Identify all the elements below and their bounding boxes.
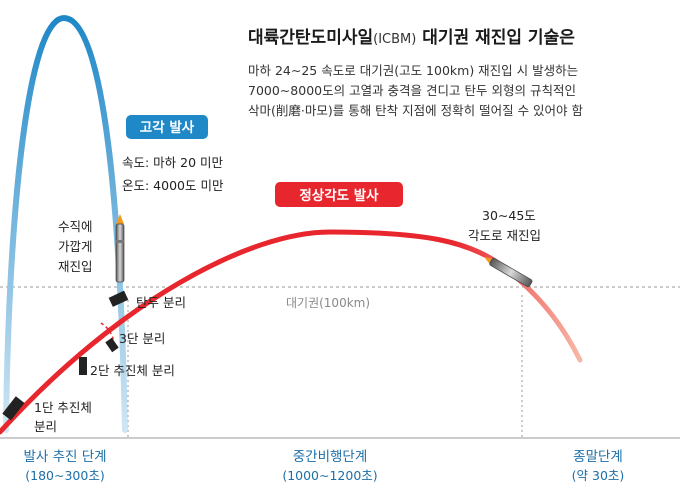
stage2-debris — [79, 357, 87, 375]
vertical-reentry-line-1: 수직에 — [58, 219, 93, 234]
description-line-3: 삭마(削磨·마모)를 통해 탄착 지점에 정확히 떨어질 수 있어야 함 — [248, 103, 584, 118]
reentry-angle-line-1: 30∼45도 — [482, 208, 536, 223]
phase-terminal-duration: (약 30초) — [572, 468, 625, 483]
phase-launch-duration: (180∼300초) — [25, 468, 104, 483]
normal-angle-label: 정상각도 발사 — [299, 187, 379, 204]
high-angle-speed: 속도: 마하 20 미만 — [122, 155, 224, 170]
stage-separation-arc — [100, 322, 115, 344]
high-angle-temp: 온도: 4000도 미만 — [122, 178, 224, 193]
warhead-sep-stage — [108, 290, 129, 307]
stage3-separation-label: 3단 분리 — [119, 331, 165, 346]
normal-angle-badge — [275, 182, 403, 207]
high-angle-label: 고각 발사 — [140, 119, 195, 136]
stage1-separation-line-2: 분리 — [34, 419, 57, 434]
stage3-debris — [105, 337, 119, 353]
description-line-2: 7000∼8000도의 고열과 충격을 견디고 탄두 외형의 규칙적인 — [248, 83, 576, 98]
stage2-separation-label: 2단 추진체 분리 — [90, 363, 175, 378]
vertical-reentry-line-3: 재진입 — [58, 259, 93, 274]
phase-midcourse-duration: (1000∼1200초) — [282, 468, 377, 483]
vertical-reentry-line-2: 가깝게 — [58, 239, 93, 254]
normal-angle-trajectory — [0, 229, 583, 435]
stage1-separation-line-1: 1단 추진체 — [34, 400, 92, 415]
phase-terminal-name: 종말단계 — [573, 449, 623, 465]
title: 대륙간탄도미사일(ICBM) 대기권 재진입 기술은 — [248, 28, 575, 48]
vertical-warhead — [115, 214, 125, 283]
reentry-angle-line-2: 각도로 재진입 — [468, 228, 541, 243]
angled-warhead — [484, 257, 533, 288]
stage1-debris — [2, 396, 25, 421]
high-angle-badge — [126, 115, 208, 139]
phase-launch-name: 발사 추진 단계 — [23, 449, 106, 465]
phase-midcourse-name: 중간비행단계 — [293, 449, 368, 465]
warhead-separation-label: 탄두 분리 — [136, 295, 186, 310]
description-line-1: 마하 24∼25 속도로 대기권(고도 100km) 재진입 시 발생하는 — [248, 63, 578, 78]
atmosphere-label: 대기권(100km) — [286, 296, 370, 310]
